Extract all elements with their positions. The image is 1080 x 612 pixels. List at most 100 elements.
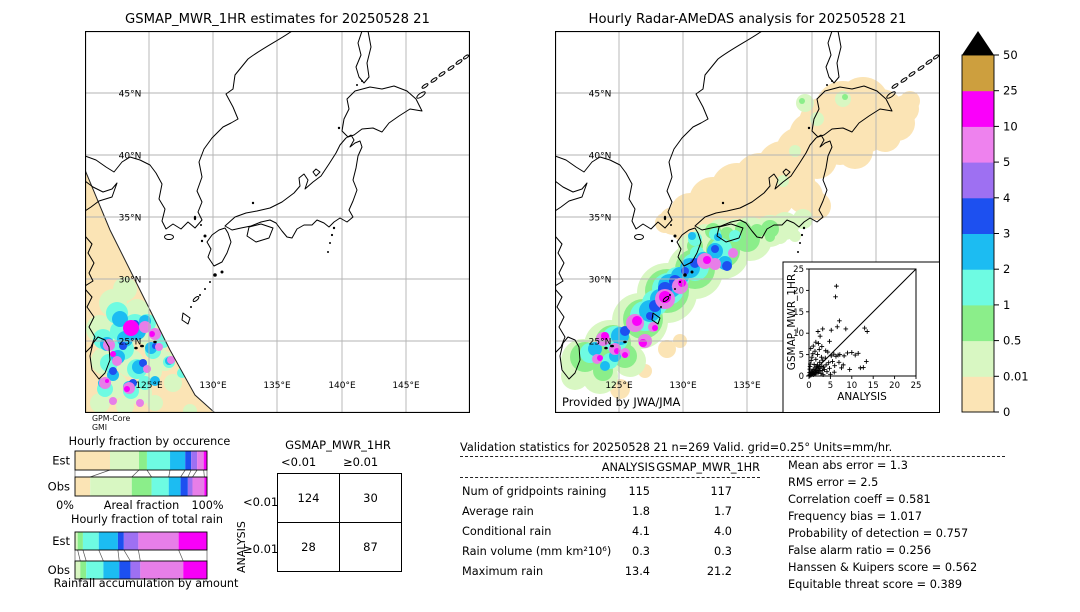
- map-frame: [555, 31, 940, 413]
- colorbar-tick-label: 0: [1003, 405, 1010, 419]
- lon-label: 135°E: [263, 381, 291, 391]
- colorbar-segment: [962, 126, 994, 163]
- map-frame: [85, 31, 470, 413]
- graticule: [555, 31, 940, 413]
- bar-segment: [77, 532, 83, 550]
- contingency-col-label-lt: <0.01: [281, 455, 317, 469]
- contingency-cell-21: 28: [301, 540, 316, 554]
- bar-segment: [139, 451, 147, 470]
- lon-label: 130°E: [199, 381, 227, 391]
- colorbar-segment: [962, 376, 994, 413]
- colorbar-segment: [962, 269, 994, 306]
- inset-xtick-label: 0: [806, 381, 811, 391]
- colorbar-segment: [962, 304, 994, 342]
- bar-segment: [185, 451, 192, 470]
- lat-label: 30°N: [119, 276, 142, 286]
- occurrence-axis-label: Areal fraction: [103, 499, 180, 512]
- contingency-row-label-lt: <0.01: [243, 495, 279, 509]
- validation-analysis-value: 115: [628, 485, 650, 498]
- colorbar-overflow-arrow: [962, 31, 994, 55]
- inset-xtick-label: 20: [889, 381, 900, 391]
- flow-connector: [117, 549, 120, 562]
- row-label: Obs: [48, 563, 70, 577]
- contingency-col-label-ge: ≥0.01: [343, 455, 379, 469]
- row-label: Est: [52, 534, 70, 548]
- map-gsmap-estimates: 45°N 40°N 35°N 30°N 25°N 125°E 130°E 135°E 140°E…: [85, 31, 470, 413]
- bar-segment: [109, 451, 140, 470]
- contingency-col-title: GSMAP_MWR_1HR: [285, 438, 391, 452]
- colorbar-tick-label: 2: [1003, 262, 1010, 276]
- flow-connector: [131, 469, 140, 478]
- colorbar-segment: [962, 197, 994, 234]
- bar-segment: [80, 561, 87, 579]
- flow-connector: [192, 469, 198, 478]
- totalrain-chart-title: Hourly fraction of total rain: [71, 513, 223, 526]
- validation-analysis-value: 0.3: [632, 545, 650, 558]
- bar-segment: [146, 451, 171, 470]
- lon-label: 125°E: [135, 381, 163, 391]
- inset-ytick-label: 25: [793, 265, 804, 275]
- validation-row-label: Maximum rain: [462, 565, 544, 578]
- colorbar-tick-label: 0.5: [1003, 334, 1021, 348]
- lat-label: 35°N: [119, 214, 142, 224]
- lat-label: 40°N: [119, 152, 142, 162]
- score-line: Probability of detection = 0.757: [788, 527, 969, 540]
- bar-segment: [151, 477, 169, 496]
- colorbar-tick-label: 0.01: [1003, 369, 1029, 383]
- bar-segment: [191, 451, 198, 470]
- inset-xtick-label: 15: [868, 381, 879, 391]
- colorbar-tick-label: 25: [1003, 84, 1018, 98]
- validation-gsmap-value: 117: [710, 485, 732, 498]
- validation-analysis-value: 13.4: [624, 565, 650, 578]
- score-line: Frequency bias = 1.017: [788, 510, 923, 523]
- colorbar-tick-label: 3: [1003, 227, 1010, 241]
- credit-note: Provided by JWA/JMA: [562, 395, 681, 409]
- bar-segment: [86, 561, 104, 579]
- score-line: Equitable threat score = 0.389: [788, 578, 963, 591]
- flow-connector: [178, 549, 184, 562]
- validation-gsmap-value: 1.7: [714, 505, 732, 518]
- bar-segment: [192, 477, 205, 496]
- validation-gsmap-value: 0.3: [714, 545, 732, 558]
- contingency-cell-11: 124: [297, 491, 320, 505]
- swath-edge: [85, 169, 216, 413]
- validation-row-label: Num of gridpoints raining: [462, 485, 607, 498]
- totalrain-caption: Rainfall accumulation by amount: [53, 577, 239, 590]
- bar-segment: [123, 532, 139, 550]
- flow-connector: [138, 549, 141, 562]
- score-line: Mean abs error = 1.3: [788, 459, 908, 472]
- bar-outline: [74, 476, 208, 497]
- rainrate-colorbar: 0 0.01 0.5 1 2 3 4 5 10 25 50: [961, 31, 1029, 419]
- inset-ytick-label: 15: [793, 308, 804, 318]
- inset-ytick-label: 0: [799, 372, 804, 382]
- occurrence-axis-100: 100%: [191, 499, 224, 512]
- inset-xtick-label: 25: [911, 381, 922, 391]
- inset-xtick-label: 10: [846, 381, 857, 391]
- colorbar-tick-label: 10: [1003, 119, 1018, 133]
- bar-outline: [74, 450, 208, 471]
- flow-connector: [168, 469, 171, 478]
- occurrence-chart-title: Hourly fraction by occurence: [68, 435, 231, 448]
- sensor-note-line2: GMI: [92, 423, 108, 432]
- flow-connector: [77, 549, 81, 562]
- contingency-cell-22: 87: [363, 540, 378, 554]
- lat-label: 45°N: [589, 90, 612, 100]
- flow-connector: [180, 469, 186, 478]
- colorbar-tick-label: 4: [1003, 191, 1010, 205]
- rain-magenta: [597, 256, 711, 361]
- validation-gsmap-value: 4.0: [714, 525, 732, 538]
- bar-segment: [130, 561, 141, 579]
- totalrain-chart: Est Obs: [48, 531, 208, 580]
- lon-label: 135°E: [733, 381, 761, 391]
- validation-col-analysis: ANALYSIS: [601, 461, 655, 474]
- lon-label: 145°E: [392, 381, 420, 391]
- bar-segment: [82, 532, 99, 550]
- bar-segment: [170, 451, 186, 470]
- bar-segment: [203, 451, 207, 470]
- map-radar-amedas: 45°N40°N35°N30°N25°N125°E130°E135°E140°E…: [555, 31, 940, 413]
- bar-segment: [140, 561, 184, 579]
- bar-segment: [90, 477, 132, 496]
- score-line: False alarm ratio = 0.256: [788, 544, 932, 557]
- bar-segment: [168, 477, 181, 496]
